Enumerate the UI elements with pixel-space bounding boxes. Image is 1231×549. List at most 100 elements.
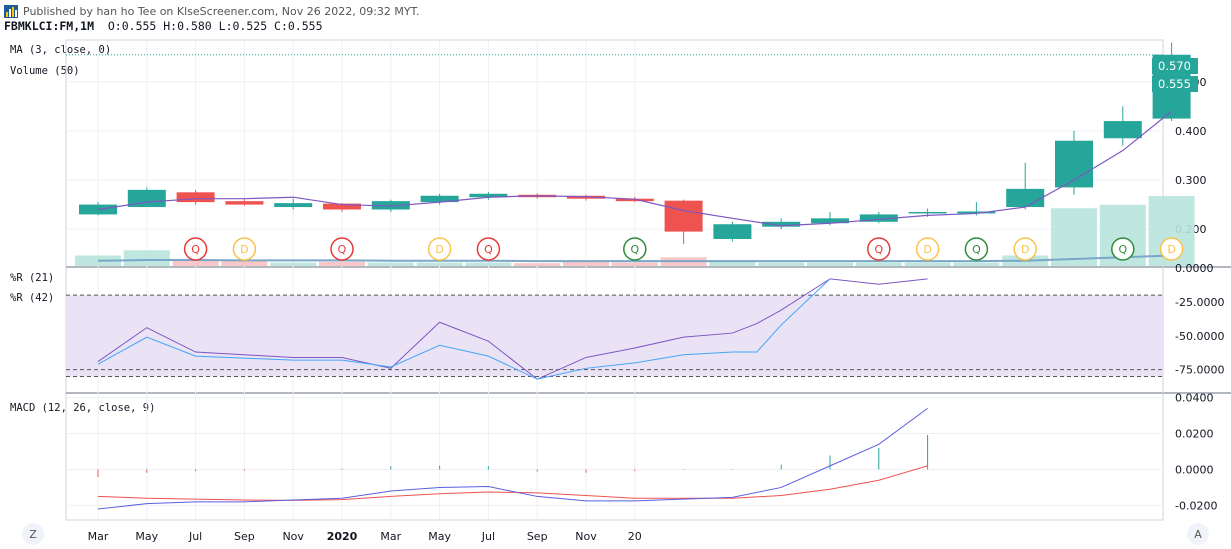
macd-signal-line [97,465,928,501]
wr42-label[interactable]: %R (42) [10,292,55,304]
x-tick-label: 2020 [327,530,358,543]
volume-bar [172,259,219,266]
dividend-marker [1159,237,1184,261]
symbol-line: FBMKLCI:FM,1M O:0.555 H:0.580 L:0.525 C:… [4,19,323,33]
price-tick-label: 0.400 [1175,125,1207,138]
macd-tick-label: -0.0200 [1175,499,1217,512]
candle-body [469,193,508,198]
volume-bar [367,262,414,266]
candle-body [420,195,459,203]
candle-body [811,218,849,224]
macd-label[interactable]: MACD (12, 26, close, 9) [10,402,156,414]
quarter-report-marker [1111,237,1135,261]
plot-frame [65,39,1164,521]
wr21-line [97,278,928,380]
quarter-report-marker [867,237,891,261]
volume-bar [758,262,805,266]
macd-tick-label: 0.0000 [1175,463,1214,476]
volume-bar [709,261,756,266]
volume-bar [123,250,170,266]
dividend-marker [232,237,257,261]
event-marker-label: Q [630,243,639,256]
volume-bar [319,261,365,266]
wr-tick-label: -25.0000 [1175,296,1224,309]
event-marker-label: D [435,243,443,256]
volume-label[interactable]: Volume (50) [10,65,80,77]
wr-tick-label: 0.0000 [1175,262,1214,275]
ma-label[interactable]: MA (3, close, 0) [10,44,112,56]
quarter-report-marker [476,237,501,261]
event-marker-label: D [1167,243,1175,256]
publish-info: Published by han ho Tee on KlseScreener.… [4,3,420,19]
candle-body [859,214,898,222]
event-marker-label: Q [874,243,883,256]
volume-bar [1051,208,1097,266]
symbol-name: FBMKLCI:FM,1M [4,19,95,33]
x-tick-label: May [428,530,451,543]
ohlc-values: O:0.555 H:0.580 L:0.525 C:0.555 [107,19,323,33]
event-marker-label: D [240,243,248,256]
zoom-button[interactable]: Z [22,523,44,545]
candle-body [1103,121,1142,139]
candle-body [274,203,313,208]
candle-body [225,201,264,205]
wr21-label[interactable]: %R (21) [10,272,55,284]
x-tick-label: 20 [628,530,642,543]
chart-header: Published by han ho Tee on KlseScreener.… [0,0,1231,36]
x-tick-label: Nov [282,530,304,543]
macd-tick-label: 0.0200 [1175,428,1214,441]
x-tick-label: May [135,530,158,543]
quarter-report-marker [623,237,647,261]
x-tick-label: Nov [575,530,597,543]
volume-bar [514,263,561,266]
volume-bar [270,262,317,266]
ma-line [97,110,1172,227]
event-marker-label: D [1021,243,1029,256]
candle-body [957,211,996,214]
event-marker-label: Q [972,243,981,256]
candle-body [176,192,215,203]
candle-body [371,201,410,210]
published-text: Published by han ho Tee on KlseScreener.… [23,4,420,18]
candle-body [664,200,703,232]
volume-bar [904,262,951,266]
x-tick-label: Sep [527,530,548,543]
macd-line [97,407,928,510]
x-tick-label: Mar [88,530,109,543]
volume-bar [855,262,902,266]
volume-bar [416,262,463,266]
event-marker-label: Q [1118,243,1127,256]
event-marker-label: Q [338,243,347,256]
volume-bar [807,262,853,266]
price-label-last: 0.555 [1152,76,1198,92]
quarter-report-marker [330,237,354,261]
candle-body [908,211,947,214]
volume-bar [953,262,1000,266]
x-tick-label: Jul [188,530,202,543]
candle-body [615,198,654,202]
volume-bar [221,260,268,266]
price-tick-label: 0.300 [1175,174,1207,187]
event-marker-label: Q [191,243,200,256]
candle-body [127,189,166,208]
price-label-upper: 0.570 [1152,58,1198,74]
quarter-report-marker [183,237,208,261]
volume-bar [465,262,512,266]
wr42-line [97,278,831,380]
volume-bar [611,262,658,266]
macd-tick-label: 0.0400 [1175,392,1214,405]
candle-body [323,203,361,210]
x-tick-label: Sep [234,530,255,543]
dividend-marker [915,237,940,261]
wr-tick-label: -75.0000 [1175,364,1224,377]
candle-body [762,221,801,227]
auto-scale-button[interactable]: A [1187,523,1209,545]
x-tick-label: Mar [380,530,401,543]
wr-tick-label: -50.0000 [1175,330,1224,343]
volume-ma-line [97,254,1172,263]
dividend-marker [427,237,452,261]
x-tick-label: Jul [481,530,495,543]
event-marker-label: D [923,243,931,256]
quarter-report-marker [964,237,989,261]
